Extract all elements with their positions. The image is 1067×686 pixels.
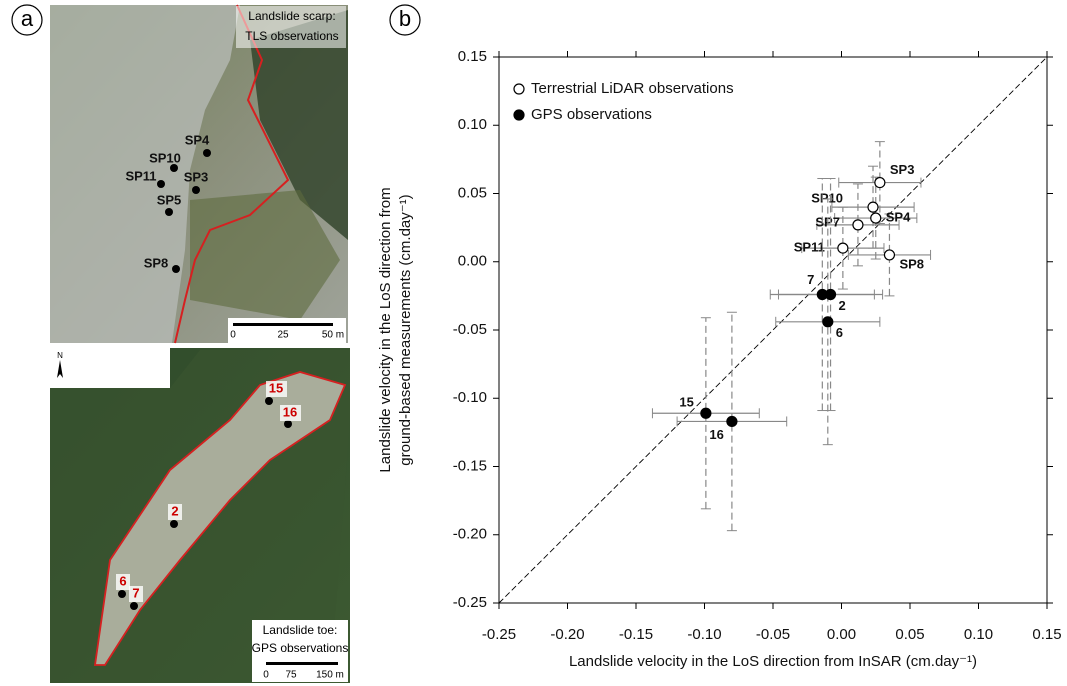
- x-tick-label: -0.20: [550, 626, 584, 643]
- point: [868, 202, 878, 212]
- x-tick-label: -0.25: [482, 626, 516, 643]
- map-point: [157, 180, 165, 188]
- north-label: N: [57, 351, 63, 360]
- x-tick-label: -0.10: [687, 626, 721, 643]
- caption: TLS observations: [245, 29, 338, 43]
- map-point: [170, 520, 178, 528]
- point-label: 6: [836, 325, 843, 340]
- x-tick-label: -0.15: [619, 626, 653, 643]
- page: {"panel_a": { "panel_label": "a", "top_m…: [0, 0, 1067, 686]
- y-tick-label: 0.05: [458, 184, 487, 201]
- map-point: [284, 420, 292, 428]
- point-label: SP11: [794, 240, 825, 255]
- scale-label: 25: [277, 330, 289, 341]
- one-to-one-line: [499, 57, 1047, 603]
- map-point: [265, 397, 273, 405]
- scale-bar: [233, 323, 333, 326]
- scale-label: 50 m: [322, 330, 344, 341]
- scale-label: 75: [285, 670, 297, 681]
- y-tick-label: -0.20: [453, 526, 487, 543]
- panel-label: a: [21, 6, 34, 31]
- map-point: [192, 186, 200, 194]
- point: [853, 220, 863, 230]
- x-tick-label: 0.10: [964, 626, 993, 643]
- y-tick-label: 0.15: [458, 48, 487, 65]
- scale-bar: [266, 662, 338, 665]
- caption: Landslide toe:: [263, 623, 338, 637]
- point-label: 16: [283, 404, 297, 419]
- point-label: SP4: [185, 132, 210, 147]
- point-label: SP3: [184, 169, 209, 184]
- y-tick-label: -0.25: [453, 594, 487, 611]
- panel-label: b: [399, 6, 411, 31]
- point-label: 15: [679, 395, 693, 410]
- y-tick-label: -0.05: [453, 321, 487, 338]
- point-label: 6: [119, 573, 126, 588]
- point-label: SP3: [890, 162, 915, 177]
- map-point: [172, 265, 180, 273]
- point: [823, 317, 833, 327]
- y-tick-label: -0.15: [453, 457, 487, 474]
- scale-label: 0: [230, 330, 236, 341]
- point: [826, 290, 836, 300]
- y-tick-label: -0.10: [453, 389, 487, 406]
- caption: Landslide scarp:: [248, 9, 335, 23]
- legend-marker: [514, 84, 524, 94]
- point-label: 15: [269, 380, 283, 395]
- y-axis-title: ground-based measurements (cm.day⁻¹): [397, 194, 414, 465]
- x-tick-label: 0.15: [1032, 626, 1061, 643]
- caption: GPS observations: [252, 641, 349, 655]
- point-label: 7: [807, 272, 814, 287]
- y-tick-label: 0.10: [458, 116, 487, 133]
- scale-label: 0: [263, 670, 269, 681]
- legend-marker: [514, 110, 524, 120]
- point: [884, 250, 894, 260]
- point: [701, 408, 711, 418]
- blank: [50, 348, 170, 388]
- x-axis-title: Landslide velocity in the LoS direction …: [569, 653, 977, 670]
- point: [838, 243, 848, 253]
- point-label: SP5: [157, 192, 182, 207]
- point: [727, 416, 737, 426]
- y-axis-title: Landslide velocity in the LoS direction …: [377, 187, 394, 472]
- point-label: SP10: [811, 191, 843, 206]
- map-point: [118, 590, 126, 598]
- figure: a Landslide scarp: TLS observations SP4 …: [0, 0, 1067, 686]
- x-tick-label: -0.05: [756, 626, 790, 643]
- map-point: [165, 208, 173, 216]
- y-tick-label: 0.00: [458, 253, 487, 270]
- scale-label: 150 m: [316, 670, 344, 681]
- x-tick-label: 0.00: [827, 626, 856, 643]
- point-label: SP8: [899, 256, 924, 271]
- point-label: 7: [132, 585, 139, 600]
- bottom-map: N 15 16 2 6 7 Landslide toe: GPS observa…: [50, 348, 350, 683]
- top-map: Landslide scarp: TLS observations SP4 SP…: [50, 5, 348, 343]
- legend-label: GPS observations: [531, 106, 652, 123]
- map-point: [130, 602, 138, 610]
- point-label: 2: [839, 298, 846, 313]
- point: [875, 178, 885, 188]
- legend-label: Terrestrial LiDAR observations: [531, 80, 734, 97]
- point-label: SP8: [144, 255, 169, 270]
- point-label: 16: [709, 427, 723, 442]
- point-label: SP4: [886, 210, 911, 225]
- point: [871, 213, 881, 223]
- x-tick-label: 0.05: [895, 626, 924, 643]
- point-label: SP11: [125, 168, 156, 183]
- point-label: 2: [171, 503, 178, 518]
- point-label: SP10: [149, 150, 181, 165]
- map-point: [203, 149, 211, 157]
